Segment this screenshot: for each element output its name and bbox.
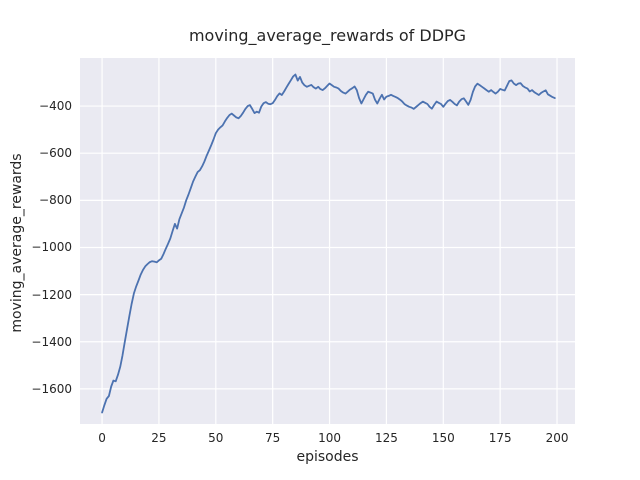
x-tick-label: 200 <box>545 431 569 445</box>
x-tick-label: 100 <box>318 431 341 445</box>
x-tick-label: 125 <box>374 431 398 445</box>
y-tick-label: −800 <box>39 193 72 208</box>
x-tick-label: 25 <box>151 431 167 445</box>
x-tick-label: 75 <box>265 431 281 445</box>
plot-area <box>80 58 575 424</box>
y-tick-label: −400 <box>39 99 72 114</box>
x-tick-label: 50 <box>208 431 224 445</box>
reward-line-series <box>101 73 556 414</box>
y-tick-label: −1600 <box>31 381 72 396</box>
y-tick-label: −1000 <box>31 240 72 255</box>
x-tick-label: 150 <box>431 431 455 445</box>
chart-title: moving_average_rewards of DDPG <box>188 26 467 45</box>
y-tick-label: −600 <box>39 146 72 161</box>
y-tick-label: −1400 <box>31 334 72 349</box>
line-plot-svg <box>80 58 575 424</box>
x-axis-label: episodes <box>296 449 359 465</box>
y-tick-label: −1200 <box>31 287 72 302</box>
x-tick-label: 0 <box>98 431 106 445</box>
x-tick-label: 175 <box>488 431 512 445</box>
